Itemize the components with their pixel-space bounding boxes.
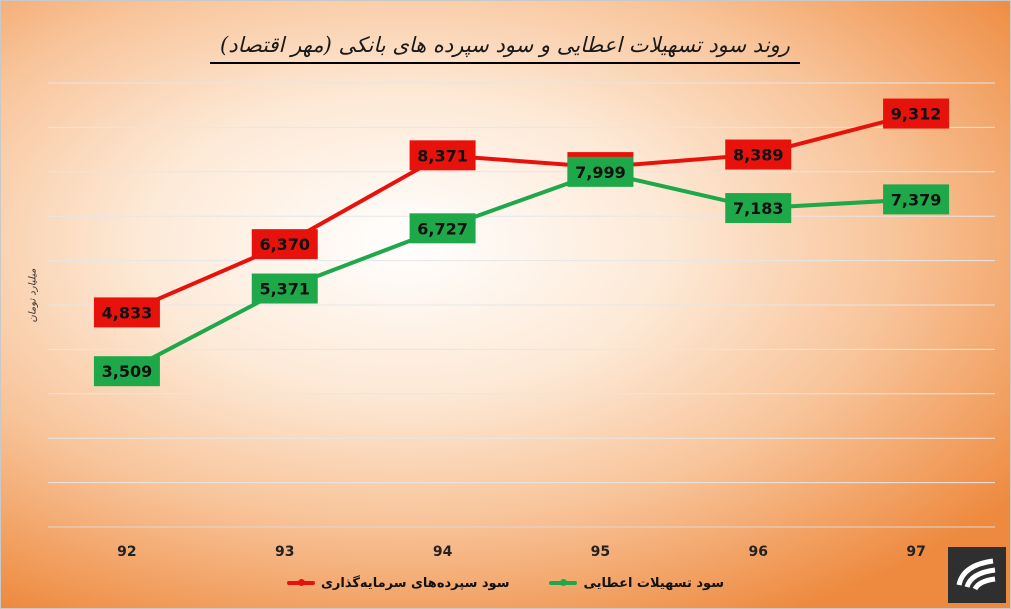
x-tick-label: 92 [117, 544, 136, 560]
data-point-1-4 [725, 193, 792, 224]
data-point-0-2 [409, 140, 476, 171]
chart-legend: سود تسهیلات اعطایی سود سپرده‌های سرمایه‌… [0, 570, 1011, 596]
chart-title: روند سود تسهیلات اعطایی و سود سپرده های … [210, 28, 800, 64]
bank-logo-icon [948, 547, 1006, 603]
data-point-0-5 [883, 98, 950, 129]
data-label-0-1: 6,370 [259, 235, 310, 254]
data-point-1-1 [251, 273, 318, 304]
x-tick-label: 97 [906, 544, 925, 560]
x-tick-label: 95 [591, 544, 610, 560]
series-line-0 [124, 111, 919, 315]
legend-label-loans: سود تسهیلات اعطایی [583, 575, 724, 591]
data-label-0-2: 8,371 [417, 146, 468, 165]
series-line-1 [124, 169, 919, 374]
legend-item-deposits: سود سپرده‌های سرمایه‌گذاری [287, 576, 509, 591]
data-point-1-0 [93, 356, 160, 387]
data-point-0-0 [93, 297, 160, 328]
data-label-0-5: 9,312 [891, 105, 942, 124]
data-label-1-1: 5,371 [259, 280, 310, 299]
legend-swatch-loans [549, 579, 578, 586]
data-point-1-3 [567, 156, 634, 187]
data-point-1-5 [883, 184, 950, 215]
x-tick-label: 94 [433, 544, 453, 560]
legend-swatch-deposits [287, 579, 315, 586]
data-point-1-2 [409, 213, 476, 244]
data-label-1-4: 7,183 [733, 199, 784, 218]
data-label-0-0: 4,833 [102, 303, 153, 322]
data-label-0-4: 8,389 [733, 146, 784, 165]
data-label-1-3: 7,999 [575, 163, 626, 182]
data-point-0-4 [725, 139, 792, 170]
legend-label-deposits: سود سپرده‌های سرمایه‌گذاری [321, 575, 510, 591]
data-point-0-1 [251, 229, 318, 260]
data-label-1-0: 3,509 [102, 362, 153, 381]
legend-item-loans: سود تسهیلات اعطایی [549, 576, 724, 591]
data-label-1-5: 7,379 [891, 190, 942, 209]
x-tick-label: 93 [275, 544, 294, 560]
data-label-1-2: 6,727 [417, 219, 468, 238]
x-tick-label: 96 [749, 544, 768, 560]
